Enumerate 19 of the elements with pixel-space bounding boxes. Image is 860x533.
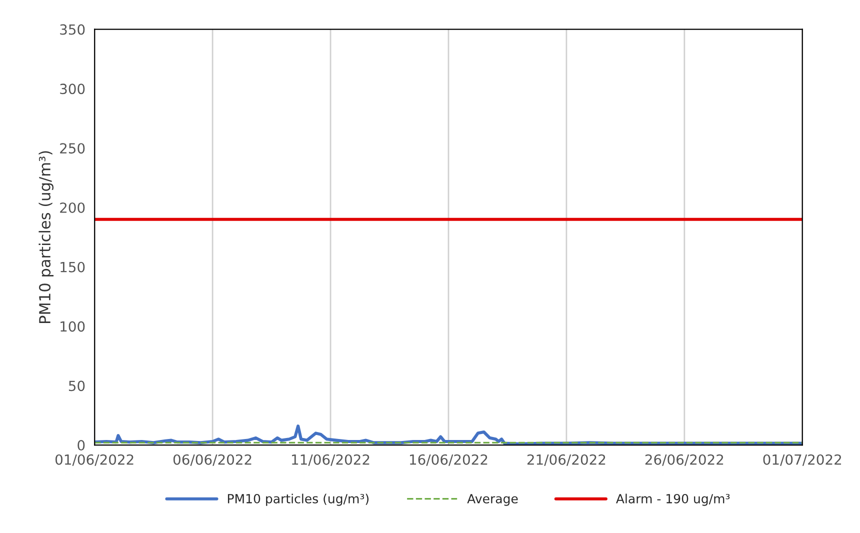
y-tick-label: 100: [60, 321, 85, 332]
y-axis-title: PM10 particles (ug/m³): [38, 151, 54, 323]
x-tick-label: 16/06/2022: [410, 454, 488, 466]
x-tick-label: 11/06/2022: [292, 454, 370, 466]
x-tick-label: 01/06/2022: [55, 454, 134, 466]
y-tick-label: 200: [60, 202, 85, 213]
y-tick-label: 350: [60, 24, 85, 35]
legend-label: Average: [467, 494, 518, 506]
x-tick-label: 06/06/2022: [173, 454, 252, 466]
y-tick-label: 300: [60, 84, 85, 94]
legend-label: Alarm - 190 ug/m³: [616, 494, 730, 506]
y-tick-label: 50: [68, 380, 85, 392]
y-tick-label: 0: [78, 440, 85, 451]
x-tick-label: 21/06/2022: [527, 454, 606, 466]
legend-label: PM10 particles (ug/m³): [228, 494, 369, 506]
x-tick-label: 01/07/2022: [763, 454, 842, 466]
y-tick-label: 150: [60, 262, 85, 272]
y-tick-label: 250: [60, 143, 85, 154]
x-tick-label: 26/06/2022: [645, 454, 724, 466]
